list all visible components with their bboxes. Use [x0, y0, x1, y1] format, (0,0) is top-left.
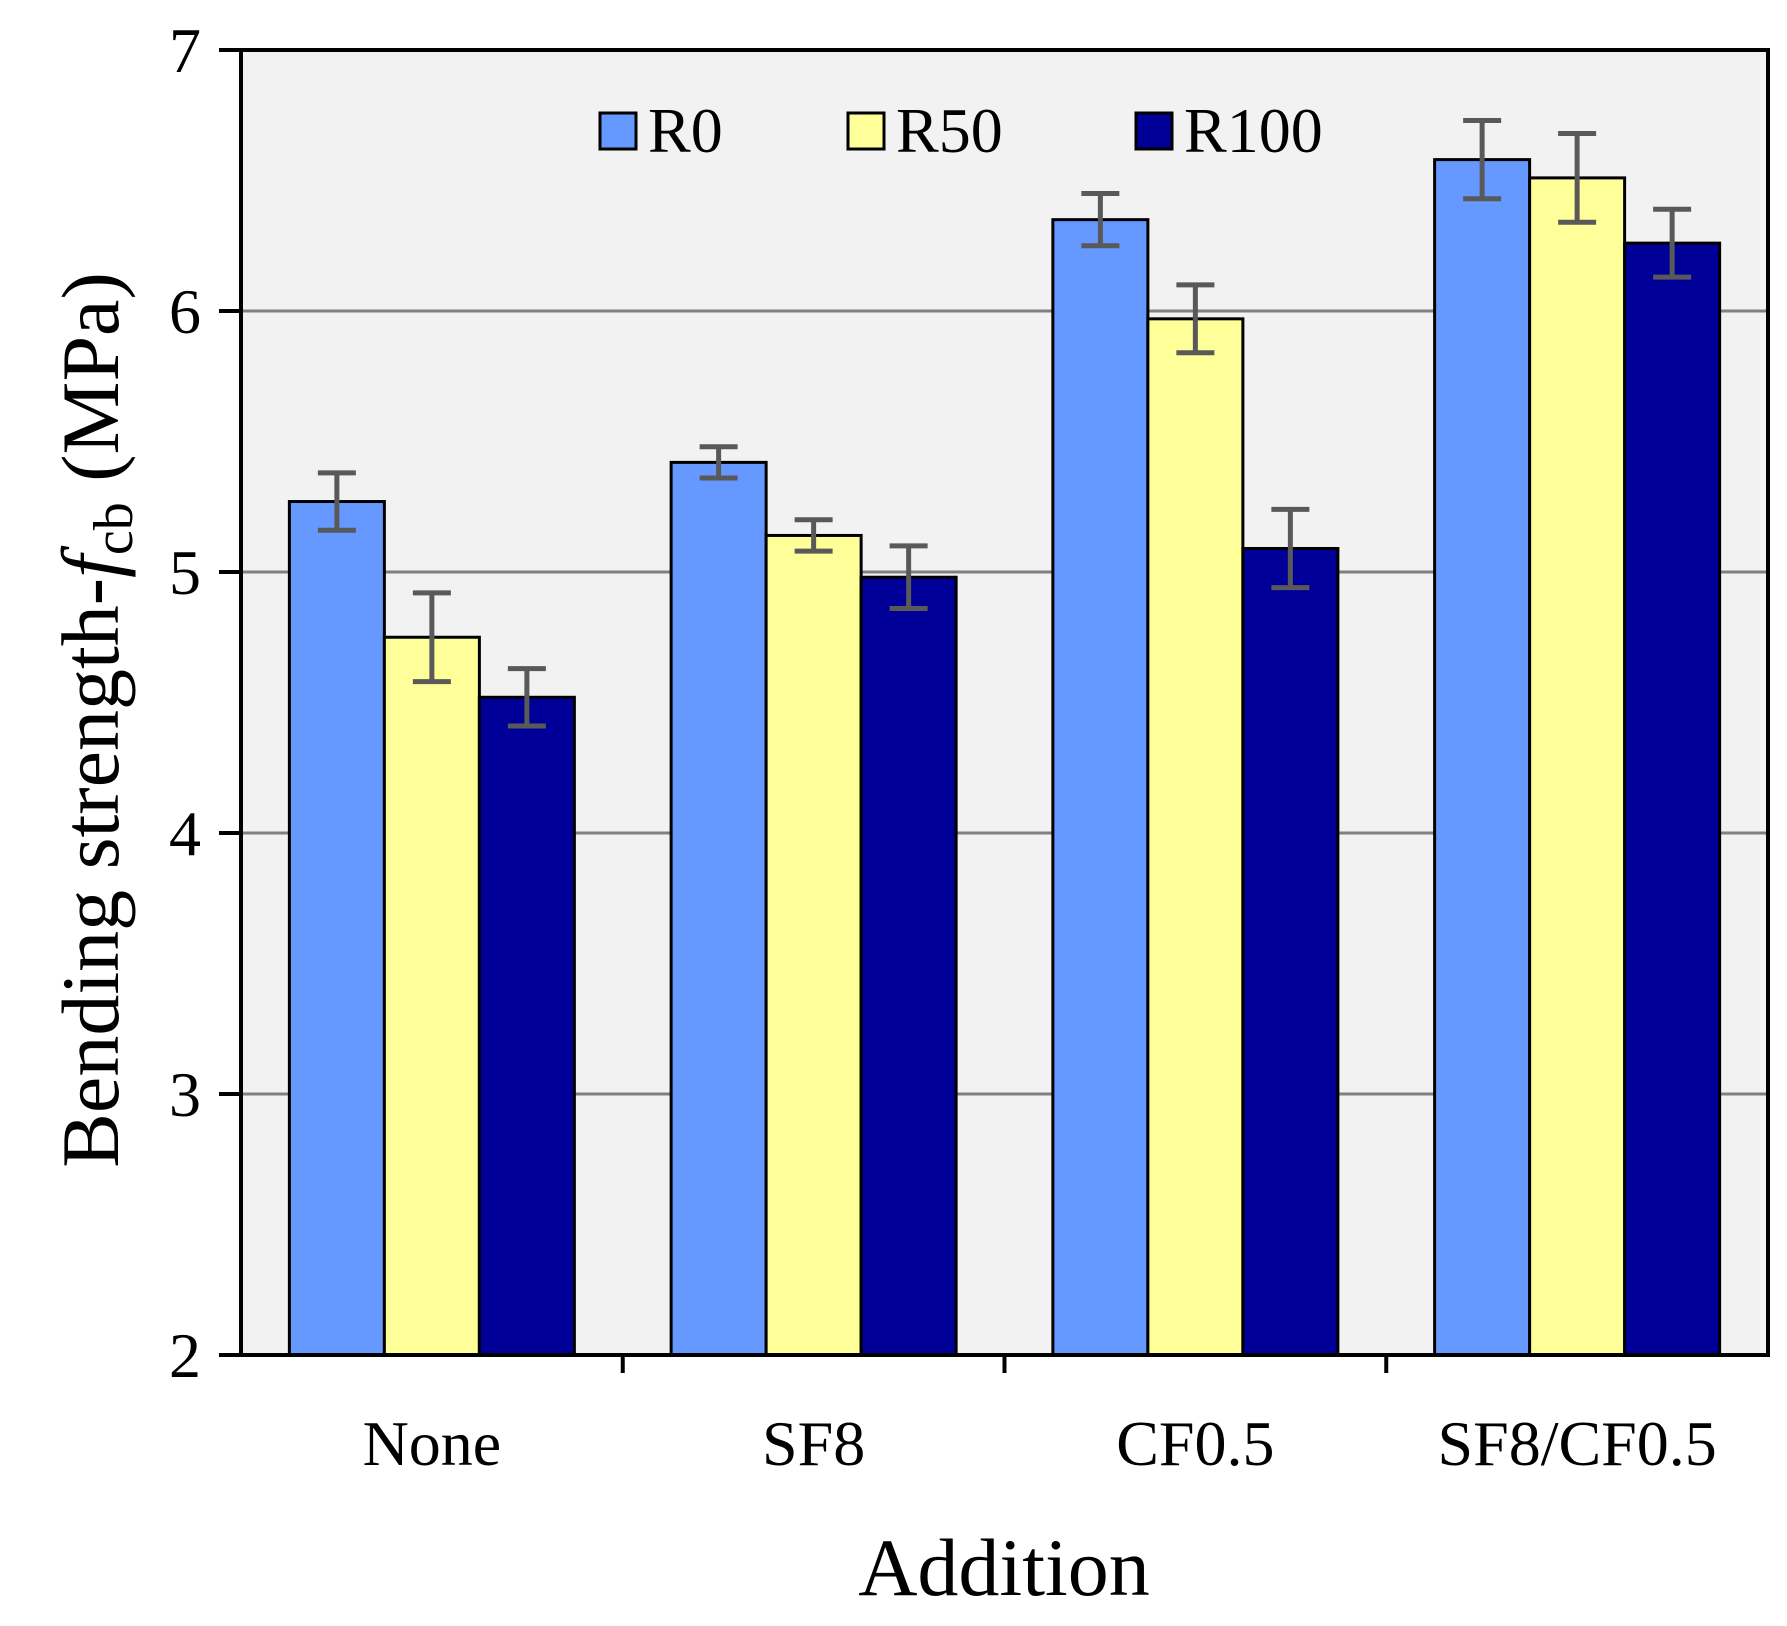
y-tick-label: 7	[169, 15, 201, 86]
bar-r0-2	[1051, 218, 1150, 1357]
error-bar-r50-1	[794, 517, 833, 554]
x-tick-labels: None SF8 CF0.5 SF8/CF0.5	[363, 1408, 1717, 1479]
legend-swatch	[1134, 111, 1174, 151]
error-bar-r0-3	[1463, 117, 1502, 202]
error-bar-r100-0	[507, 666, 546, 729]
bar-r0-1	[669, 460, 768, 1357]
error-bar-r0-1	[699, 444, 738, 481]
x-tick-label: None	[363, 1408, 502, 1479]
legend-item-r100: R100	[1134, 95, 1323, 166]
legend-item-r0: R0	[598, 95, 723, 166]
y-axis-title-subscript: cb	[83, 502, 145, 555]
bar-r0-3	[1433, 158, 1532, 1357]
y-tick-label: 3	[169, 1059, 201, 1130]
bar-r50-1	[764, 533, 863, 1357]
bar-r50-0	[382, 635, 481, 1357]
error-bar-r100-2	[1271, 506, 1310, 591]
y-tick-labels: 2 3 4 5 6 7	[169, 15, 201, 1391]
error-bar-r0-0	[317, 470, 356, 533]
x-tick-label: SF8/CF0.5	[1438, 1408, 1717, 1479]
x-tick-label: CF0.5	[1116, 1408, 1274, 1479]
error-bar-r50-0	[412, 590, 451, 685]
error-bar-r100-3	[1653, 206, 1692, 280]
legend-label: R50	[896, 95, 1003, 166]
x-axis-title: Addition	[858, 1522, 1150, 1613]
y-tick-label: 6	[169, 276, 201, 347]
bar-r100-1	[859, 575, 958, 1357]
legend-item-r50: R50	[846, 95, 1003, 166]
bars	[287, 158, 1722, 1357]
error-bar-r50-2	[1176, 282, 1215, 356]
error-bar-r100-1	[889, 543, 928, 612]
bar-r100-0	[477, 695, 576, 1357]
bar-r100-3	[1623, 241, 1722, 1357]
legend-label: R100	[1184, 95, 1323, 166]
y-tick-label: 5	[169, 537, 201, 608]
axes	[219, 48, 1770, 1373]
legend-swatch	[598, 111, 638, 151]
y-axis-title-prefix: Bending strength-	[45, 578, 136, 1168]
error-bar-r0-2	[1081, 191, 1120, 249]
legend-label: R0	[648, 95, 723, 166]
y-tick-label: 2	[169, 1320, 201, 1391]
legend: R0 R50 R100	[598, 95, 1323, 166]
error-bar-r50-3	[1558, 131, 1597, 225]
bar-r50-3	[1528, 176, 1627, 1357]
y-axis-title: Bending strength-fcb (MPa)	[45, 272, 145, 1168]
bar-r0-0	[287, 500, 386, 1357]
bar-r50-2	[1146, 317, 1245, 1357]
y-axis-title-unit: (MPa)	[45, 272, 136, 502]
bar-r100-2	[1241, 547, 1340, 1357]
y-tick-label: 4	[169, 798, 201, 869]
error-bars	[317, 117, 1692, 729]
legend-swatch	[846, 111, 886, 151]
x-tick-label: SF8	[762, 1408, 865, 1479]
